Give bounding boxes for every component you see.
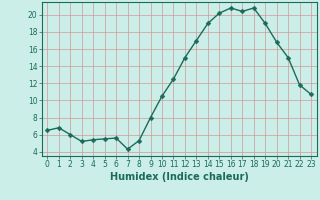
X-axis label: Humidex (Indice chaleur): Humidex (Indice chaleur): [110, 172, 249, 182]
